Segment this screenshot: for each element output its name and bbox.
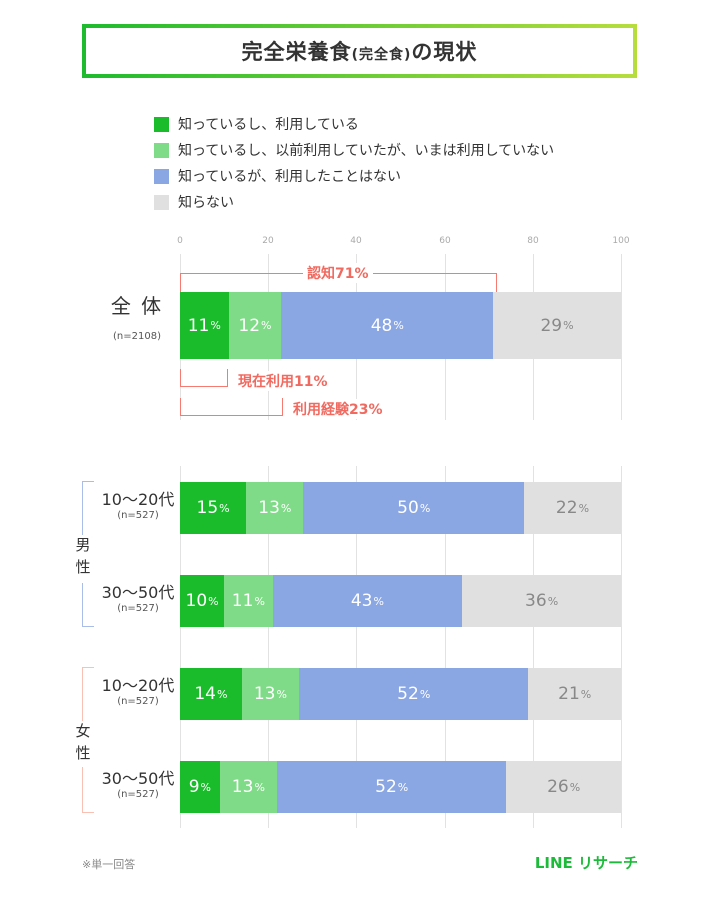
gridline xyxy=(533,466,534,828)
bar-segment-used-before: 12% xyxy=(228,292,282,359)
bar-male-10-20: 15% 13% 50% 22% xyxy=(180,482,621,534)
bar-segment-used-before: 13% xyxy=(241,668,300,720)
legend-item-never-used: 知っているが、利用したことはない xyxy=(154,163,554,189)
current-use-bracket xyxy=(180,369,228,387)
x-tick: 40 xyxy=(350,236,362,246)
x-tick: 100 xyxy=(612,236,630,246)
bar-segment-never-used: 48% xyxy=(281,292,494,359)
row-label-male-10-20: 10〜20代 (n=527) xyxy=(101,490,175,521)
bar-overall: 11% 12% 48% 29% xyxy=(180,292,621,359)
gridline xyxy=(445,466,446,828)
x-tick: 80 xyxy=(527,236,539,246)
male-group-bracket-bottom xyxy=(82,583,94,627)
legend-swatch-icon xyxy=(154,142,169,158)
row-label-overall: 全 体 (n=2108) xyxy=(110,294,164,342)
bar-segment-unaware: 21% xyxy=(528,668,621,720)
footnote: ※単一回答 xyxy=(82,858,136,871)
x-tick: 60 xyxy=(439,236,451,246)
row-label-female-30-50: 30〜50代 (n=527) xyxy=(101,769,175,800)
chart-title-box: 完全栄養食(完全食)の現状 xyxy=(82,24,637,78)
bar-female-30-50: 9% 13% 52% 26% xyxy=(180,761,621,813)
gridline xyxy=(180,466,181,828)
bar-segment-used-before: 13% xyxy=(246,482,304,534)
bar-segment-using: 9% xyxy=(180,761,220,813)
legend-swatch-icon xyxy=(154,194,169,210)
brand-logo: LINE リサーチ xyxy=(534,854,638,872)
bar-segment-using: 11% xyxy=(180,292,229,359)
bar-segment-never-used: 52% xyxy=(277,761,507,813)
bar-segment-never-used: 52% xyxy=(299,668,529,720)
experience-bracket xyxy=(180,398,283,416)
current-use-annotation: 現在利用11% xyxy=(238,371,328,391)
bar-segment-using: 14% xyxy=(180,668,242,720)
gridline xyxy=(621,254,622,420)
male-group-bracket-top xyxy=(82,481,94,535)
bar-segment-using: 15% xyxy=(180,482,247,534)
legend-item-unaware: 知らない xyxy=(154,189,554,215)
female-group-bracket-top xyxy=(82,667,94,721)
legend: 知っているし、利用している 知っているし、以前利用していたが、いまは利用していな… xyxy=(154,111,554,215)
bar-segment-using: 10% xyxy=(180,575,225,627)
bar-segment-unaware: 29% xyxy=(493,292,621,359)
legend-swatch-icon xyxy=(154,168,169,184)
gridline xyxy=(621,466,622,828)
chart-title: 完全栄養食(完全食)の現状 xyxy=(241,40,478,64)
aware-annotation: 認知71% xyxy=(303,263,373,283)
legend-item-used-before: 知っているし、以前利用していたが、いまは利用していない xyxy=(154,137,554,163)
experience-annotation: 利用経験23% xyxy=(293,399,383,419)
bar-segment-used-before: 11% xyxy=(224,575,273,627)
x-tick: 20 xyxy=(262,236,274,246)
group-label-female: 女性 xyxy=(75,722,91,762)
bar-male-30-50: 10% 11% 43% 36% xyxy=(180,575,621,627)
row-label-male-30-50: 30〜50代 (n=527) xyxy=(101,583,175,614)
female-group-bracket-bottom xyxy=(82,767,94,813)
bar-segment-unaware: 26% xyxy=(506,761,621,813)
bar-female-10-20: 14% 13% 52% 21% xyxy=(180,668,621,720)
gridline xyxy=(268,466,269,828)
legend-swatch-icon xyxy=(154,116,169,132)
row-label-female-10-20: 10〜20代 (n=527) xyxy=(101,676,175,707)
bar-segment-unaware: 22% xyxy=(523,482,621,534)
group-label-male: 男性 xyxy=(75,536,91,576)
bar-segment-never-used: 50% xyxy=(303,482,524,534)
gridline xyxy=(356,466,357,828)
bar-segment-used-before: 13% xyxy=(219,761,278,813)
x-tick: 0 xyxy=(177,236,183,246)
bar-segment-never-used: 43% xyxy=(272,575,463,627)
legend-item-using: 知っているし、利用している xyxy=(154,111,554,137)
bar-segment-unaware: 36% xyxy=(462,575,621,627)
